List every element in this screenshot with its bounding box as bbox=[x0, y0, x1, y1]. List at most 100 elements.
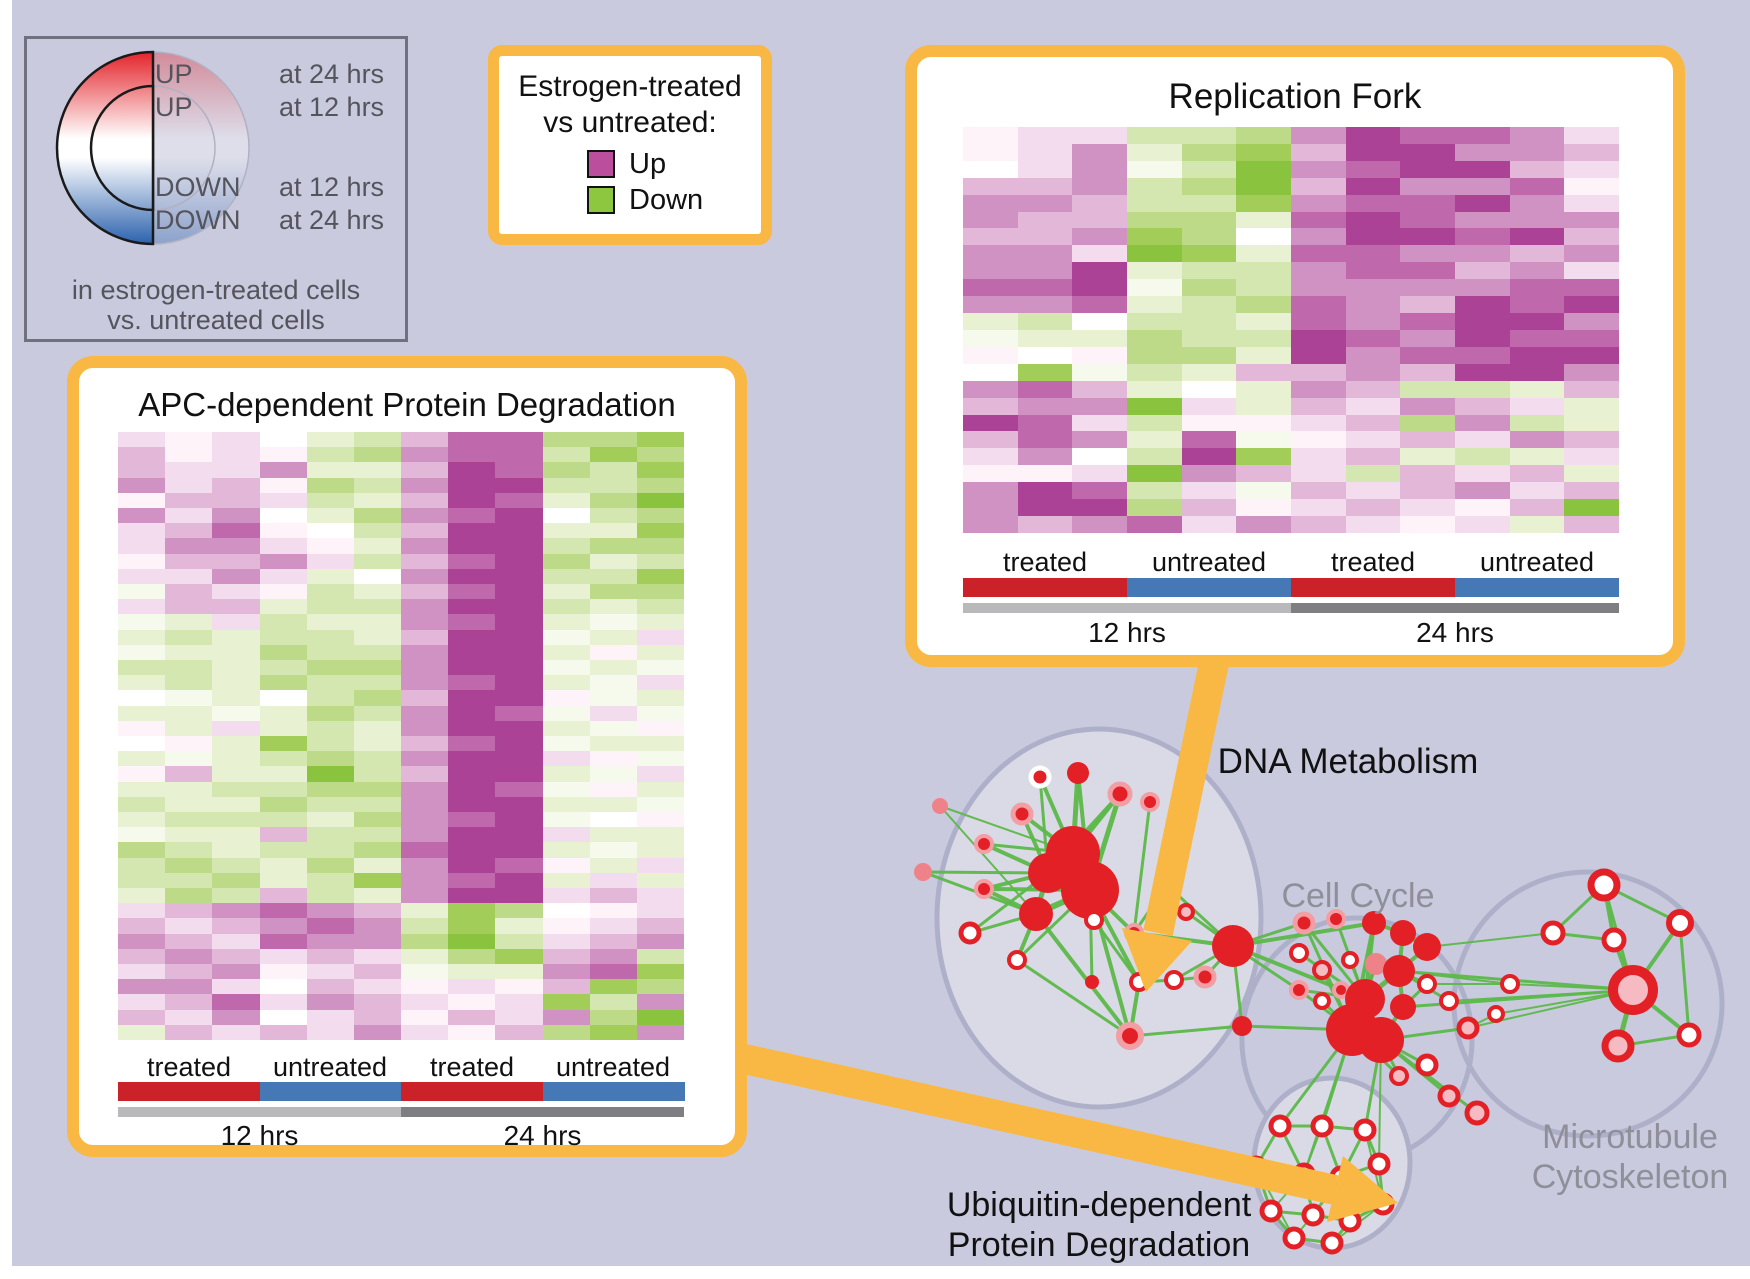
heatmap-cell bbox=[259, 492, 307, 508]
heatmap-cell bbox=[306, 766, 354, 782]
heatmap-cell bbox=[448, 827, 496, 843]
heatmap-cell bbox=[259, 963, 307, 980]
heatmap-cell bbox=[1181, 211, 1237, 229]
heatmap-cell bbox=[1236, 482, 1291, 500]
heatmap-cell bbox=[1455, 397, 1510, 415]
heatmap-cell bbox=[495, 720, 543, 736]
heatmap-cell bbox=[401, 1009, 449, 1025]
heatmap-cell bbox=[1564, 262, 1619, 280]
heatmap-cell bbox=[542, 690, 590, 706]
heatmap-cell bbox=[448, 842, 496, 858]
heatmap-cell bbox=[353, 827, 401, 843]
heatmap-cell bbox=[1509, 329, 1565, 347]
heatmap-cell bbox=[118, 842, 166, 858]
heatmap-cell bbox=[306, 842, 354, 858]
heatmap-cell bbox=[495, 614, 543, 630]
heatmap-cell bbox=[963, 228, 1018, 246]
heatmap-cell bbox=[448, 432, 496, 448]
heatmap-cell bbox=[165, 629, 213, 645]
heatmap-cell bbox=[353, 523, 401, 539]
heatmap-cell bbox=[306, 751, 354, 767]
heatmap-cell bbox=[1072, 194, 1127, 212]
heatmap-cell bbox=[118, 477, 166, 493]
heatmap-cell bbox=[495, 1024, 543, 1040]
heatmap-cell bbox=[963, 465, 1018, 483]
heatmap-cell bbox=[1291, 363, 1346, 381]
heatmap-cell bbox=[401, 583, 449, 600]
network-node bbox=[1157, 875, 1177, 895]
heatmap-cell bbox=[165, 735, 213, 752]
heatmap-cell bbox=[259, 948, 307, 964]
heatmap-cell bbox=[306, 1009, 354, 1025]
heatmap-cell bbox=[1509, 262, 1565, 280]
heatmap-cell bbox=[165, 751, 213, 767]
heatmap-cell bbox=[1400, 465, 1455, 483]
heatmap-cell bbox=[448, 523, 496, 539]
heatmap-cell bbox=[118, 903, 166, 919]
network-node bbox=[1587, 868, 1621, 902]
heatmap-cell bbox=[353, 811, 401, 828]
heatmap-cell bbox=[636, 690, 684, 706]
heatmap-cell bbox=[963, 431, 1018, 449]
heatmap-cell bbox=[963, 194, 1018, 212]
heatmap-cell bbox=[165, 979, 213, 995]
heatmap-cell bbox=[259, 690, 307, 706]
heatmap-cell bbox=[259, 583, 307, 600]
heatmap-cell bbox=[1236, 346, 1291, 364]
network-node bbox=[932, 798, 948, 814]
heatmap-cell bbox=[353, 796, 401, 812]
heatmap-cell bbox=[165, 492, 213, 508]
heatmap-cell bbox=[1564, 414, 1619, 432]
heatmap-cell bbox=[259, 507, 307, 524]
heatmap-cell bbox=[259, 781, 307, 797]
heatmap-cell bbox=[636, 432, 684, 448]
heatmap-cell bbox=[1455, 499, 1510, 517]
heatmap-cell bbox=[448, 751, 496, 767]
heatmap-cell bbox=[212, 659, 260, 676]
heatmap-cell bbox=[1564, 313, 1619, 330]
12hr-bar bbox=[118, 1107, 401, 1117]
sample-label: treated bbox=[1002, 547, 1088, 577]
heatmap-cell bbox=[1072, 516, 1127, 533]
heatmap-cell bbox=[1017, 160, 1073, 178]
heatmap-cell bbox=[401, 887, 449, 904]
heatmap-cell bbox=[542, 963, 590, 980]
cluster-label: DNA Metabolism bbox=[1218, 742, 1479, 781]
heatmap-cell bbox=[212, 735, 260, 752]
heatmap-cell bbox=[1072, 228, 1127, 246]
heatmap-cell bbox=[118, 492, 166, 508]
heatmap-cell bbox=[401, 811, 449, 828]
heatmap-cell bbox=[353, 994, 401, 1010]
heatmap-cell bbox=[259, 796, 307, 812]
heatmap-cell bbox=[1181, 143, 1237, 161]
heatmap-cell bbox=[1017, 329, 1073, 347]
heatmap-cell bbox=[495, 477, 543, 493]
heatmap-cell bbox=[401, 796, 449, 812]
heatmap-cell bbox=[165, 842, 213, 858]
heatmap-cell bbox=[589, 796, 637, 812]
heatmap-cell bbox=[1072, 143, 1127, 161]
heatmap-cell bbox=[589, 644, 637, 660]
network-node bbox=[1164, 970, 1184, 990]
heatmap-cell bbox=[212, 948, 260, 964]
heatmap-cell bbox=[1564, 516, 1619, 533]
network-node bbox=[1413, 933, 1441, 961]
heatmap-cell bbox=[306, 523, 354, 539]
heatmap-cell bbox=[1072, 363, 1127, 381]
heatmap-cell bbox=[495, 1009, 543, 1025]
heatmap-cell bbox=[1509, 414, 1565, 432]
heatmap-cell bbox=[1127, 262, 1182, 280]
heatmap-cell bbox=[1236, 431, 1291, 449]
heatmap-cell bbox=[212, 553, 260, 569]
heatmap-cell bbox=[448, 1024, 496, 1040]
heatmap-cell bbox=[1509, 499, 1565, 517]
heatmap-cell bbox=[212, 872, 260, 888]
heatmap-cell bbox=[1127, 127, 1182, 144]
network-node bbox=[1313, 992, 1331, 1010]
heatmap-cell bbox=[589, 781, 637, 797]
heatmap-cell bbox=[118, 614, 166, 630]
heatmap-cell bbox=[495, 659, 543, 676]
network-node bbox=[1358, 1017, 1404, 1063]
heatmap-cell bbox=[306, 629, 354, 645]
heatmap-cell bbox=[1564, 397, 1619, 415]
